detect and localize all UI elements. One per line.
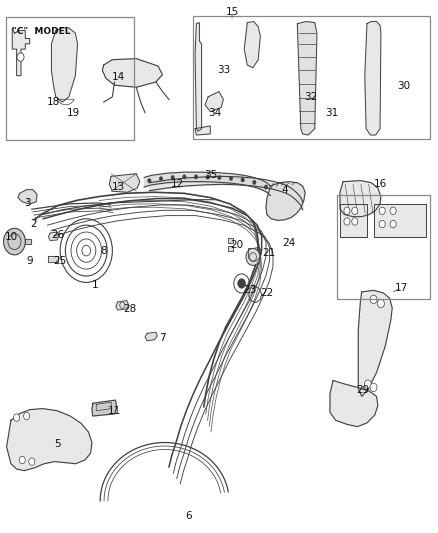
Text: 10: 10 [4, 232, 18, 243]
Circle shape [364, 380, 371, 389]
Polygon shape [297, 21, 317, 135]
Circle shape [194, 175, 198, 179]
Polygon shape [145, 332, 157, 341]
Text: 8: 8 [100, 246, 107, 256]
Text: 6: 6 [185, 511, 192, 521]
Circle shape [379, 207, 385, 215]
Circle shape [352, 207, 358, 215]
Circle shape [370, 383, 377, 392]
Polygon shape [18, 190, 37, 204]
Text: 25: 25 [53, 256, 67, 266]
Circle shape [241, 177, 244, 182]
Text: 1: 1 [92, 280, 98, 290]
Circle shape [206, 175, 209, 179]
Circle shape [24, 413, 30, 419]
Text: 35: 35 [204, 171, 217, 180]
Text: 28: 28 [123, 304, 136, 314]
Polygon shape [374, 204, 426, 237]
Text: 17: 17 [395, 282, 408, 293]
Polygon shape [12, 28, 30, 76]
Polygon shape [48, 232, 59, 240]
Circle shape [264, 185, 268, 189]
Text: 2: 2 [31, 219, 37, 229]
Text: 15: 15 [226, 7, 239, 17]
Circle shape [19, 456, 25, 464]
Bar [336, 195, 430, 300]
Polygon shape [244, 21, 260, 68]
Polygon shape [330, 381, 378, 426]
Bar [6, 17, 134, 140]
Circle shape [159, 176, 163, 181]
Text: 33: 33 [217, 66, 230, 75]
Circle shape [253, 180, 256, 184]
Polygon shape [365, 21, 381, 135]
Polygon shape [195, 22, 201, 131]
Text: 22: 22 [260, 288, 273, 298]
Polygon shape [249, 247, 261, 261]
Text: 19: 19 [67, 108, 80, 118]
Text: 32: 32 [304, 92, 317, 102]
Bar [228, 246, 233, 251]
Text: 23: 23 [243, 285, 256, 295]
Text: 13: 13 [112, 182, 126, 192]
Circle shape [390, 220, 396, 228]
Circle shape [29, 458, 35, 465]
Polygon shape [358, 290, 392, 397]
Text: 7: 7 [159, 333, 166, 343]
Polygon shape [7, 409, 92, 471]
Text: 26: 26 [51, 230, 64, 240]
Circle shape [378, 300, 385, 308]
Text: 20: 20 [230, 240, 243, 251]
Text: 4: 4 [281, 184, 288, 195]
Circle shape [148, 179, 151, 183]
Text: 5: 5 [55, 439, 61, 449]
Text: 18: 18 [47, 97, 60, 107]
Polygon shape [266, 182, 305, 220]
Polygon shape [195, 126, 210, 135]
Text: 3: 3 [24, 198, 31, 208]
Circle shape [370, 295, 377, 304]
Circle shape [171, 175, 174, 180]
Circle shape [17, 53, 24, 61]
Text: 24: 24 [282, 238, 295, 248]
Polygon shape [340, 204, 367, 237]
Text: 34: 34 [208, 108, 221, 118]
Polygon shape [116, 301, 128, 310]
Circle shape [4, 228, 25, 255]
Circle shape [238, 279, 246, 288]
Polygon shape [51, 28, 78, 102]
Polygon shape [205, 92, 223, 112]
Circle shape [352, 217, 358, 225]
Text: 16: 16 [374, 179, 387, 189]
Bar [228, 238, 233, 243]
Circle shape [390, 207, 396, 215]
Circle shape [344, 207, 350, 215]
Text: 11: 11 [108, 406, 121, 416]
Polygon shape [102, 59, 162, 87]
Polygon shape [48, 256, 58, 262]
Circle shape [218, 175, 221, 180]
Text: 31: 31 [325, 108, 339, 118]
Polygon shape [340, 181, 381, 216]
Circle shape [344, 217, 350, 225]
Circle shape [379, 220, 385, 228]
Text: 29: 29 [356, 384, 369, 394]
Text: "C"  MODEL: "C" MODEL [12, 27, 71, 36]
Bar [193, 16, 430, 139]
Text: 21: 21 [262, 248, 276, 259]
Circle shape [183, 175, 186, 179]
Text: 9: 9 [26, 256, 33, 266]
Text: 12: 12 [171, 179, 184, 189]
Polygon shape [92, 400, 117, 416]
Circle shape [229, 176, 233, 181]
Circle shape [246, 248, 260, 265]
Polygon shape [25, 239, 31, 244]
Text: 14: 14 [112, 71, 126, 82]
Polygon shape [110, 174, 140, 192]
Circle shape [14, 414, 20, 421]
Text: 30: 30 [397, 81, 410, 91]
